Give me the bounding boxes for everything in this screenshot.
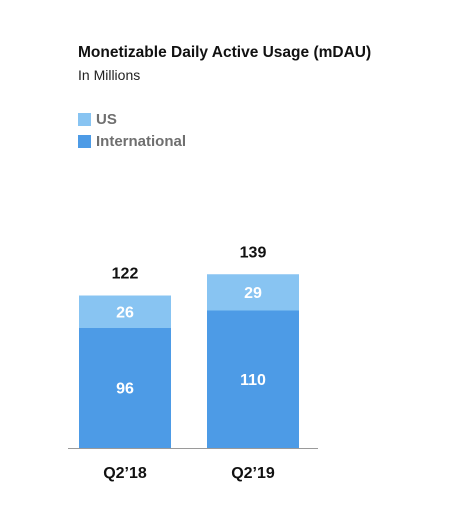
bar-total-label-2: 139 xyxy=(240,244,267,261)
legend-label-us: US xyxy=(96,110,117,128)
chart-title: Monetizable Daily Active Usage (mDAU) xyxy=(78,44,372,61)
bar-value-label-us-1: 26 xyxy=(116,304,134,321)
bar-international-2 xyxy=(207,310,299,448)
bar-us-1 xyxy=(79,295,171,328)
legend-item-us: US xyxy=(78,108,186,130)
legend-item-international: International xyxy=(78,130,186,152)
legend: US International xyxy=(78,108,186,152)
legend-swatch-us xyxy=(78,112,91,126)
legend-swatch-international xyxy=(78,134,91,148)
bar-value-label-us-2: 29 xyxy=(244,285,262,302)
bar-value-label-international-2: 110 xyxy=(240,372,266,389)
chart-subtitle: In Millions xyxy=(78,67,141,83)
legend-label-international: International xyxy=(96,132,187,150)
bar-total-label-1: 122 xyxy=(112,266,139,283)
x-tick-label-2: Q2’19 xyxy=(231,465,275,482)
bar-value-label-international-1: 96 xyxy=(116,381,134,398)
x-tick-label-1: Q2’18 xyxy=(103,465,147,482)
bar-us-2 xyxy=(207,274,299,311)
bar-international-1 xyxy=(79,328,171,448)
